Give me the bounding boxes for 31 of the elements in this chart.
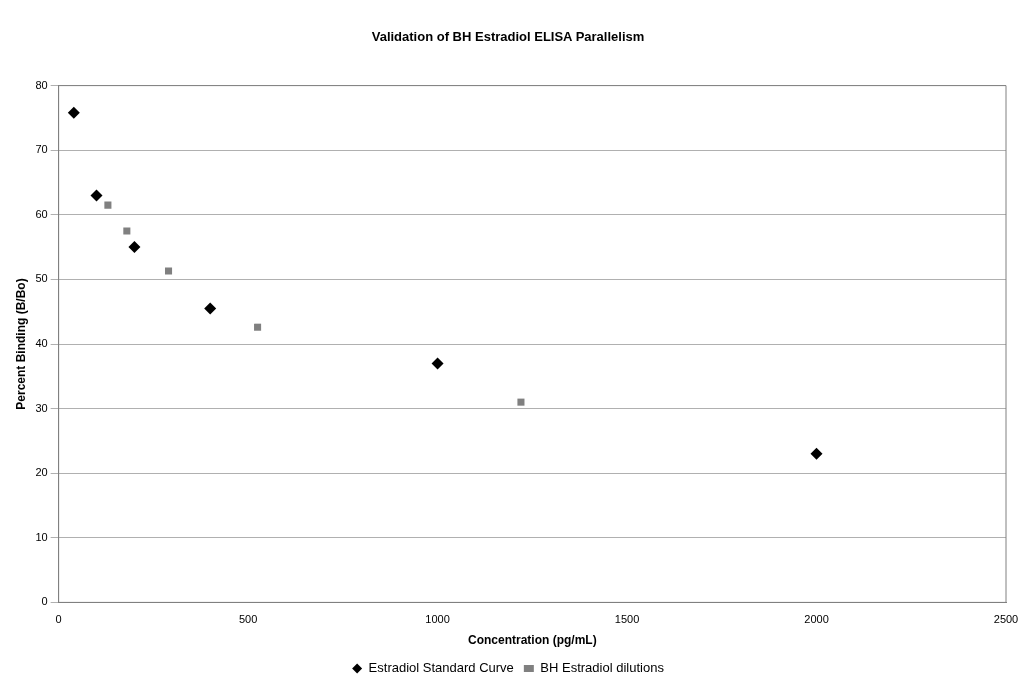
point [810,447,823,460]
y-tick-label: 60 [35,207,48,220]
legend-label: BH Estradiol dilutions [540,660,665,676]
y-tick-label: 40 [35,337,48,350]
y-tick-label: 10 [35,530,48,543]
x-tick-label: 0 [55,613,62,626]
x-tick-label: 500 [238,613,258,626]
y-tick-label: 0 [41,595,48,608]
x-axis-title: Concentration (pg/mL) [467,633,597,648]
point [123,227,131,235]
y-tick-label: 20 [35,466,48,479]
point [128,241,141,254]
y-tick-label: 50 [35,272,48,285]
legend-label: Estradiol Standard Curve [368,660,514,676]
point [164,267,173,275]
x-tick-label: 2500 [993,613,1019,626]
point [431,357,444,370]
x-tick-label: 2000 [804,613,829,626]
y-axis-title: Percent Binding (B/Bo) [13,278,28,410]
point [204,302,217,315]
point [67,106,80,119]
point [104,201,112,209]
point [517,398,525,406]
chart-title: Validation of BH Estradiol ELISA Parallelism [371,29,645,45]
y-tick-label: 70 [35,143,48,156]
y-tick-label: 30 [35,401,48,414]
x-tick-label: 1000 [425,613,450,626]
x-tick-label: 1500 [614,613,640,626]
point [90,189,103,202]
y-tick-label: 80 [35,78,48,91]
point [254,323,262,331]
